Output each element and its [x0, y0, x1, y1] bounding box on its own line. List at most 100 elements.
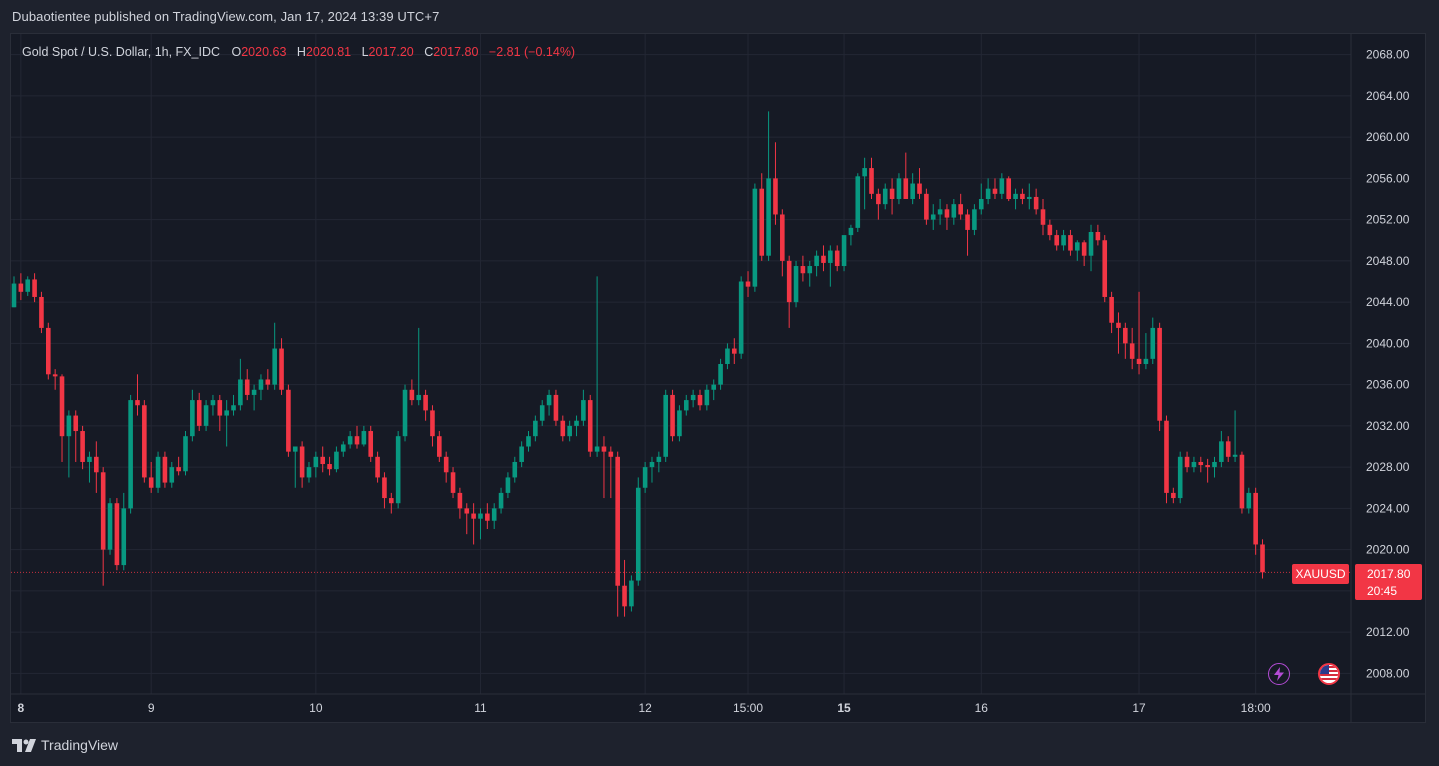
- candle: [1088, 224, 1094, 272]
- candle: [1123, 322, 1128, 359]
- candle: [107, 498, 113, 555]
- candle: [176, 456, 181, 476]
- candle: [917, 168, 922, 199]
- candle: [1219, 431, 1224, 468]
- candle-body: [663, 394, 668, 457]
- candle-body: [155, 456, 161, 488]
- candle: [375, 451, 380, 483]
- candle-body: [601, 446, 607, 452]
- candle: [718, 358, 723, 390]
- chart-frame[interactable]: 2068.00 2064.00 2060.00 2056.00 2052.00 2048.…: [10, 33, 1426, 723]
- candle: [848, 224, 854, 246]
- lightning-icon[interactable]: [1268, 663, 1290, 685]
- candle-body: [738, 281, 744, 354]
- candle-body: [1075, 242, 1080, 251]
- candle: [320, 446, 325, 473]
- time-axis-tick: 15: [837, 701, 851, 715]
- candle-body: [553, 394, 559, 421]
- candle: [903, 152, 909, 199]
- candle-body: [533, 420, 538, 437]
- candle: [437, 431, 442, 462]
- candle-body: [876, 193, 881, 205]
- candle: [670, 389, 675, 442]
- price-tag-countdown: 20:45: [1367, 584, 1397, 598]
- candle: [1225, 436, 1231, 462]
- candle: [485, 503, 490, 529]
- candle: [677, 405, 682, 442]
- candle: [512, 456, 518, 483]
- candle: [190, 389, 195, 442]
- candle: [1075, 240, 1080, 261]
- candle-body: [471, 513, 476, 519]
- candle: [937, 199, 943, 225]
- candle: [39, 291, 44, 334]
- candle: [1047, 219, 1053, 241]
- candle-body: [395, 436, 401, 504]
- candle-body: [498, 492, 504, 509]
- candle-body: [196, 400, 202, 426]
- candle: [1184, 451, 1190, 473]
- candle-body: [361, 431, 367, 445]
- candle-body: [18, 283, 24, 292]
- candle: [587, 394, 593, 457]
- candle: [752, 183, 758, 292]
- candle: [807, 260, 813, 287]
- candlestick-chart[interactable]: 2068.00 2064.00 2060.00 2056.00 2052.00 2048.…: [11, 34, 1425, 722]
- candle-body: [944, 209, 950, 218]
- candle-body: [279, 348, 284, 390]
- candle-body: [52, 374, 58, 377]
- candle: [683, 394, 689, 416]
- candle-body: [683, 400, 689, 411]
- price-tag[interactable]: XAUUSD 2017.80 20:45: [1292, 564, 1422, 600]
- candle-body: [924, 193, 929, 220]
- high-value: 2020.81: [305, 45, 352, 59]
- candle-body: [313, 456, 319, 468]
- candle-body: [903, 178, 909, 199]
- candle: [732, 338, 737, 364]
- candle: [80, 425, 85, 470]
- price-axis-tick: 2048.00: [1366, 254, 1410, 268]
- candle: [1116, 312, 1121, 354]
- candle: [121, 492, 127, 571]
- candle-body: [39, 296, 44, 328]
- candle-body: [1191, 461, 1197, 468]
- footer-logo[interactable]: TradingView: [12, 736, 118, 754]
- candle-body: [882, 188, 888, 205]
- candle-body: [464, 508, 470, 514]
- candle-body: [958, 204, 963, 215]
- candle-body: [1006, 178, 1011, 199]
- price-tag-price-bg: [1355, 564, 1422, 600]
- candle-body: [402, 389, 408, 437]
- candle-body: [1143, 358, 1149, 364]
- candle-body: [972, 209, 977, 230]
- candle: [292, 446, 298, 488]
- candle: [327, 456, 332, 476]
- candle-body: [704, 389, 710, 406]
- candle: [128, 394, 133, 514]
- candle-body: [999, 178, 1005, 194]
- candle-body: [1061, 235, 1066, 246]
- candle-body: [80, 431, 85, 462]
- candle: [1006, 176, 1011, 202]
- time-axis-tick: 8: [18, 701, 25, 715]
- candle-body: [1164, 420, 1169, 493]
- candle-body: [1102, 240, 1108, 297]
- time-axis-tick: 15:00: [733, 701, 763, 715]
- change-value: −2.81 (−0.14%): [488, 45, 576, 59]
- candle-body: [320, 456, 325, 465]
- candle-body: [622, 585, 627, 607]
- price-axis: 2068.00 2064.00 2060.00 2056.00 2052.00 2048.…: [1366, 48, 1410, 681]
- candle-body: [382, 477, 387, 499]
- candle: [217, 394, 223, 432]
- candle: [704, 384, 710, 411]
- price-axis-tick: 2012.00: [1366, 625, 1410, 639]
- candle-body: [725, 348, 730, 364]
- footer-brand: TradingView: [41, 737, 119, 753]
- us-flag-icon[interactable]: [1318, 663, 1340, 685]
- candle-body: [73, 415, 79, 432]
- candle: [773, 142, 778, 225]
- candle: [841, 235, 847, 272]
- price-axis-tick: 2040.00: [1366, 336, 1410, 350]
- candle-body: [59, 376, 65, 437]
- candle: [1026, 183, 1032, 210]
